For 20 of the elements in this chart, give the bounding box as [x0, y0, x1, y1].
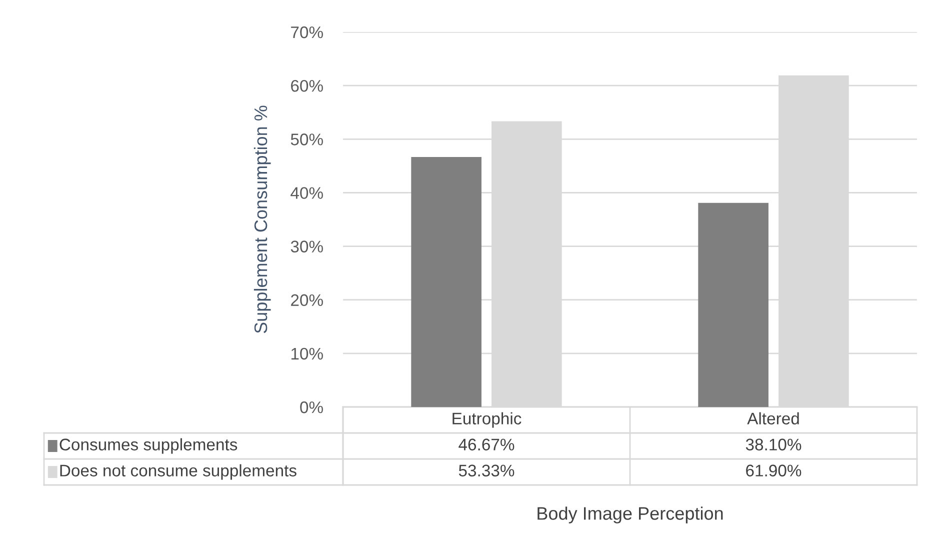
data-label: 53.33% — [458, 464, 514, 476]
legend-label: Consumes supplements — [60, 438, 238, 454]
bar — [411, 156, 482, 407]
y-tick-label: 0% — [300, 401, 323, 414]
x-tick-label: Altered — [747, 412, 799, 424]
x-tick-label: Eutrophic — [452, 412, 522, 428]
y-axis-title: Supplement Consumption % — [254, 106, 271, 334]
y-tick-label: 60% — [291, 80, 323, 92]
y-tick-label: 70% — [291, 26, 323, 38]
bar — [698, 202, 768, 407]
data-label: 61.90% — [746, 464, 802, 476]
data-label: 38.10% — [746, 438, 802, 450]
data-label: 46.67% — [458, 438, 514, 450]
y-tick-label: 40% — [290, 187, 323, 199]
y-tick-label: 10% — [291, 348, 323, 360]
y-tick-label: 50% — [290, 134, 323, 146]
y-tick-label: 20% — [291, 294, 323, 306]
legend-label: Does not consume supplements — [60, 464, 296, 480]
y-tick-label: 30% — [290, 240, 323, 252]
x-axis-title: Body Image Perception — [538, 506, 723, 524]
